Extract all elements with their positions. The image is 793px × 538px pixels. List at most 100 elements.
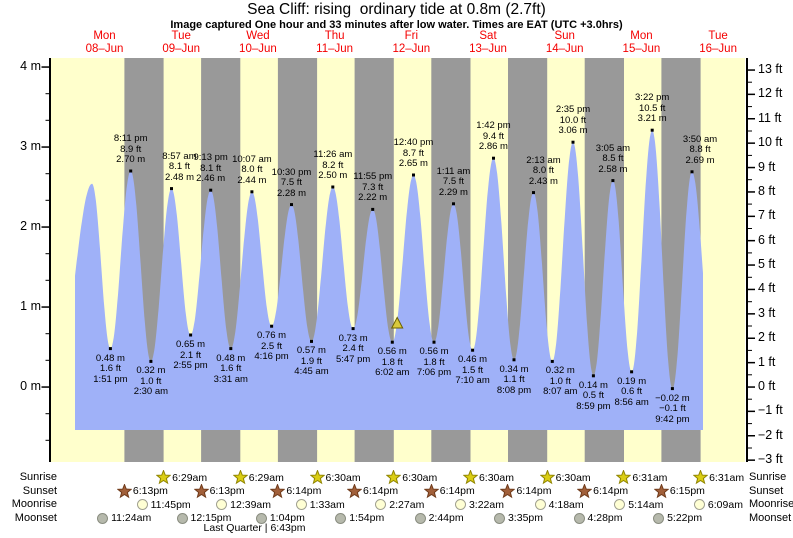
tide-label-line: 0.34 m	[499, 363, 529, 375]
tide-label-line: 0.46 m	[458, 354, 488, 366]
tide-dot	[670, 387, 674, 391]
tide-label-high: 1:42 pm 9.4 ft 2.86 m	[465, 121, 521, 153]
icon-shape	[500, 483, 516, 498]
sun-moon-event: 6:29am	[232, 470, 284, 485]
tide-label-line: 2.22 m	[358, 192, 388, 204]
row-label-sunset-left: Sunset	[22, 484, 57, 497]
tide-label-high: 11:26 am 8.2 ft 2.50 m	[305, 149, 361, 182]
day-header: Tue 16–Jun	[686, 30, 750, 56]
tide-dot	[108, 347, 112, 351]
icon-shape	[653, 483, 669, 498]
right-axis-minor-tick	[748, 179, 752, 181]
tide-label-line: 7.5 ft	[280, 177, 303, 189]
left-axis-line	[49, 58, 51, 462]
right-axis-tick	[748, 410, 755, 413]
left-axis-minor-tick	[45, 413, 50, 415]
tide-label-line: 1:11 am	[436, 165, 471, 177]
tide-label-line: 3:22 pm	[635, 92, 670, 104]
moonset-circle-icon	[335, 512, 347, 524]
sunset-star-icon	[577, 483, 593, 498]
axis-right-tick-label: 9 ft	[758, 159, 776, 174]
tide-label-line: 7.3 ft	[362, 181, 384, 193]
day-name: Sun	[554, 30, 575, 42]
tide-dot	[690, 170, 694, 174]
tide-label-high: 1:11 am 7.5 ft 2.29 m	[425, 165, 481, 199]
row-label-sunset-right: Sunset	[749, 484, 784, 497]
right-axis-tick	[748, 435, 755, 437]
sun-moon-event: 5:14am	[612, 497, 663, 512]
sun-moon-time: 6:30am	[402, 471, 438, 484]
tide-label-low: 0.73 m 2.4 ft 5:47 pm	[325, 333, 381, 366]
tide-label-line: 3.21 m	[637, 113, 667, 125]
sun-moon-event: 3:35pm	[492, 511, 543, 526]
sun-moon-event: 1:54pm	[333, 511, 384, 526]
tide-label-high: 10:30 pm 7.5 ft 2.28 m	[263, 166, 319, 200]
tide-label-line: −0.1 ft	[659, 403, 686, 415]
left-axis-tick	[41, 66, 50, 68]
day-name: Fri	[404, 30, 419, 42]
sunset-star-icon	[193, 483, 209, 498]
tide-label-line: 1.8 ft	[381, 356, 403, 368]
left-axis-minor-tick	[45, 439, 50, 441]
icon-shape	[693, 499, 705, 510]
tide-label-line: 2:35 pm	[555, 104, 591, 116]
tide-label-line: 11:55 pm	[353, 171, 393, 183]
tide-dot	[129, 169, 133, 173]
icon-shape	[693, 470, 709, 485]
icon-shape	[193, 483, 209, 498]
capture-marker-icon	[390, 316, 404, 329]
tide-label-line: 4:45 am	[294, 366, 329, 378]
sun-moon-event: 6:14pm	[270, 483, 321, 499]
right-axis-minor-tick	[748, 301, 752, 303]
right-axis-tick	[748, 191, 755, 193]
sun-moon-event: 6:30am	[386, 470, 437, 485]
icon-shape	[614, 499, 626, 510]
moonrise-circle-icon	[136, 499, 148, 510]
icon-shape	[347, 483, 363, 498]
tide-label-line: 0.56 m	[419, 346, 449, 358]
tide-label-line: 1.6 ft	[220, 363, 242, 375]
tide-dot	[149, 359, 153, 363]
axis-left-tick-label: 3 m	[20, 139, 41, 153]
tide-label-high: 2:13 am 8.0 ft 2.43 m	[515, 154, 571, 188]
tide-label-line: 1.0 ft	[549, 375, 571, 387]
tide-curve	[75, 130, 703, 431]
tide-label-line: 0.6 ft	[621, 386, 643, 398]
axis-right-tick-label: 8 ft	[758, 183, 776, 198]
icon-shape	[539, 470, 555, 485]
moonrise-circle-icon	[534, 499, 546, 510]
sun-moon-event: 6:14pm	[347, 483, 398, 499]
axis-right-tick-label: 11 ft	[758, 110, 782, 125]
sun-moon-time: 6:30am	[325, 471, 361, 484]
tide-label-line: 2.44 m	[237, 174, 267, 186]
icon-shape	[116, 483, 132, 498]
sun-moon-event: 6:30am	[462, 470, 514, 485]
day-header: Tue 09–Jun	[149, 30, 213, 56]
sun-moon-time: 1:04pm	[269, 512, 305, 524]
tide-label-line: 10.5 ft	[638, 102, 666, 114]
left-axis-minor-tick	[45, 199, 50, 201]
row-label-moonrise-left: Moonrise	[11, 498, 57, 510]
tide-label-line: 2:13 am	[526, 154, 561, 166]
sun-moon-time: 2:27am	[389, 498, 425, 511]
icon-shape	[97, 512, 109, 524]
sun-moon-time: 3:35pm	[507, 512, 543, 524]
tide-dot	[630, 370, 634, 374]
sun-moon-event: 6:31am	[616, 470, 667, 485]
sunset-star-icon	[423, 483, 439, 498]
moonset-circle-icon	[493, 512, 505, 524]
icon-shape	[386, 470, 402, 485]
tide-label-line: 1.5 ft	[462, 364, 484, 376]
tide-label-line: 10:30 pm	[271, 166, 312, 178]
tide-dot	[492, 156, 495, 160]
tide-label-line: 8:11 pm	[113, 133, 148, 144]
tide-label-low: −0.02 m −0.1 ft 9:42 pm	[644, 393, 700, 426]
sun-moon-time: 6:30am	[555, 471, 591, 484]
tide-label-low: 0.65 m 2.1 ft 2:55 pm	[163, 339, 219, 372]
axis-right-tick-label: 4 ft	[758, 281, 776, 296]
sun-moon-time: 6:15pm	[669, 485, 705, 497]
tide-dot	[650, 128, 654, 132]
moon-phase-label: Last Quarter | 6:43pm	[203, 522, 306, 534]
day-name: Tue	[708, 30, 728, 42]
icon-shape	[493, 512, 505, 524]
